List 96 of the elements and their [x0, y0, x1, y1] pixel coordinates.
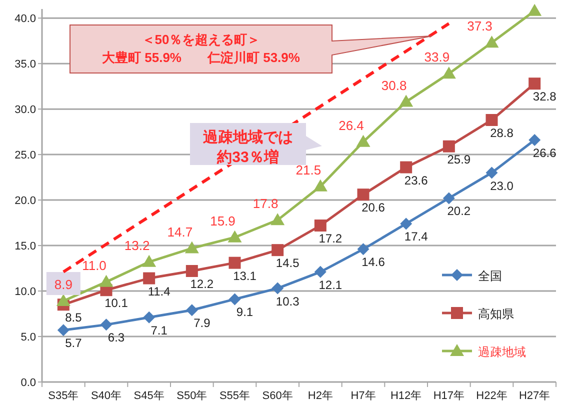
- data-label: 17.2: [318, 232, 342, 246]
- x-tick-label: S40年: [90, 390, 122, 402]
- data-label: 6.3: [108, 330, 125, 345]
- point: [356, 134, 370, 147]
- data-label: 23.6: [404, 173, 428, 188]
- point: [314, 220, 326, 232]
- point: [486, 166, 498, 179]
- data-label: 17.8: [252, 196, 278, 212]
- data-label: 8.9: [54, 277, 72, 292]
- legend-label: 全国: [478, 269, 502, 283]
- x-tick-label: H2年: [308, 390, 333, 402]
- point: [442, 66, 456, 79]
- data-label: 26.6: [532, 146, 557, 160]
- point: [228, 293, 241, 306]
- data-label: 26.4: [338, 118, 364, 133]
- y-tick-label: 25.0: [14, 150, 36, 162]
- data-label: 28.8: [490, 126, 514, 140]
- x-tick-label: H22年: [476, 390, 508, 402]
- x-tick-label: H12年: [390, 390, 422, 402]
- point: [143, 311, 156, 324]
- point: [357, 243, 370, 256]
- y-tick-label: 5.0: [20, 332, 36, 344]
- point: [272, 282, 284, 294]
- y-tick-label: 20.0: [14, 195, 36, 208]
- data-label: 7.9: [194, 316, 211, 330]
- legend-label: 過疎地域: [478, 345, 526, 359]
- data-label: 23.0: [490, 178, 514, 193]
- data-label: 13.2: [124, 238, 150, 253]
- point: [186, 304, 198, 316]
- x-tick-label: S50年: [176, 390, 208, 402]
- y-tick-label: 0.0: [20, 377, 36, 389]
- point: [486, 114, 498, 126]
- data-label: 33.9: [424, 50, 450, 65]
- data-label: 8.5: [65, 310, 82, 325]
- data-label: 9.1: [236, 305, 254, 320]
- data-label: 7.1: [150, 323, 168, 338]
- x-tick-label: H7年: [350, 390, 376, 402]
- point: [100, 318, 112, 331]
- point: [357, 188, 370, 201]
- data-label: 37.3: [467, 18, 492, 34]
- point: [528, 4, 542, 16]
- data-label: 12.1: [318, 278, 342, 292]
- annotation: ＜50％を超える町＞: [142, 32, 260, 47]
- y-tick-label: 35.0: [14, 58, 36, 71]
- data-label: 17.4: [404, 230, 428, 244]
- data-label: 5.7: [65, 336, 82, 350]
- y-tick-label: 15.0: [14, 240, 36, 253]
- point: [400, 161, 412, 174]
- y-tick-label: 30.0: [14, 104, 36, 116]
- point: [399, 94, 414, 107]
- point: [314, 266, 326, 278]
- point: [57, 324, 70, 336]
- data-label: 25.9: [447, 152, 471, 166]
- y-tick-label: 40.0: [14, 13, 36, 26]
- point: [313, 179, 328, 192]
- x-tick-label: S55年: [219, 390, 250, 402]
- annotation: 過疎地域では: [202, 129, 293, 146]
- legend-label: 高知県: [478, 307, 514, 321]
- x-tick-label: S45年: [134, 390, 164, 402]
- point: [400, 218, 412, 230]
- data-label: 13.1: [233, 268, 257, 283]
- annotation: 大豊町 55.9% 仁淀川町 53.9%: [102, 50, 300, 65]
- point: [270, 213, 285, 226]
- x-tick-label: H17年: [433, 390, 465, 402]
- data-label: 15.9: [210, 213, 236, 228]
- point: [228, 230, 242, 242]
- x-tick-label: S35年: [48, 390, 79, 402]
- point: [184, 241, 199, 254]
- point: [186, 265, 198, 278]
- point: [56, 294, 70, 306]
- point: [272, 244, 284, 256]
- point: [99, 274, 114, 287]
- point: [143, 272, 156, 284]
- point: [228, 256, 241, 269]
- point: [484, 36, 499, 48]
- data-label: 10.3: [276, 294, 300, 308]
- point: [528, 78, 541, 90]
- data-label: 32.8: [532, 90, 557, 104]
- x-tick-label: H27年: [518, 390, 550, 402]
- data-label: 14.6: [362, 255, 386, 270]
- x-tick-label: S60年: [262, 390, 293, 402]
- point: [442, 140, 455, 152]
- point: [142, 254, 156, 267]
- point: [442, 192, 455, 204]
- data-label: 30.8: [381, 78, 407, 93]
- data-label: 11.4: [148, 284, 171, 298]
- data-label: 20.6: [362, 200, 386, 215]
- y-tick-label: 10.0: [14, 286, 36, 298]
- data-label: 14.7: [167, 224, 193, 240]
- data-label: 20.2: [447, 204, 471, 218]
- data-label: 12.2: [190, 277, 214, 292]
- data-label: 11.0: [82, 258, 106, 273]
- point: [528, 134, 541, 146]
- data-label: 14.5: [276, 256, 300, 270]
- annotation: 約33％増: [216, 148, 279, 166]
- data-label: 10.1: [104, 296, 128, 310]
